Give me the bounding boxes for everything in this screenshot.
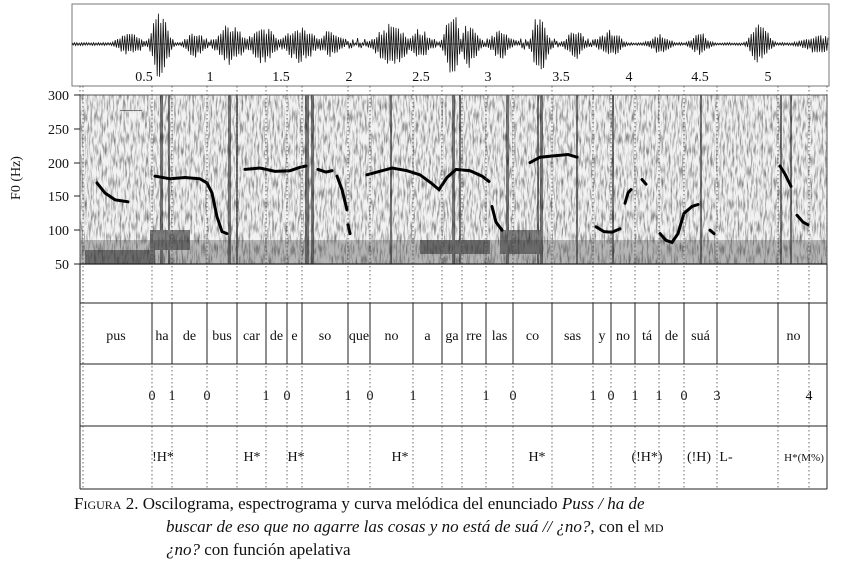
break-index-label: 1 <box>632 389 639 404</box>
syllable-label: car <box>243 329 260 344</box>
syllable-label: e <box>291 329 297 344</box>
f0-contour-segment <box>335 174 349 212</box>
f0-tick-label: 50 <box>55 258 69 273</box>
time-tick-label: 3 <box>485 70 492 85</box>
syllable-label: suá <box>691 329 710 344</box>
time-tick-label: 1 <box>207 70 214 85</box>
time-tick-label: 5 <box>765 70 772 85</box>
syllable-label: co <box>526 329 539 344</box>
syllable-label: so <box>319 329 331 344</box>
break-index-label: 1 <box>263 389 270 404</box>
tone-label: H* <box>287 450 304 465</box>
syllable-label: y <box>599 329 606 344</box>
syllable-label: sas <box>564 329 581 344</box>
tone-label: (!H*) <box>631 450 662 465</box>
break-index-label: 0 <box>284 389 291 404</box>
syllable-label: las <box>492 329 508 344</box>
break-index-label: 0 <box>149 389 156 404</box>
syllable-tier: pus ha de bus car de e so que no a ga rre las co sas y no… <box>106 303 810 364</box>
f0-tick-label: 100 <box>48 224 69 239</box>
f0-tick-label: 300 <box>48 89 69 104</box>
annotation-tiers <box>79 264 828 490</box>
tone-label: H* <box>391 450 408 465</box>
oscillogram <box>71 3 830 87</box>
break-index-label: 1 <box>410 389 417 404</box>
syllable-label: ha <box>155 329 169 344</box>
tone-label: H* <box>528 450 545 465</box>
f0-contour-segment <box>778 164 793 188</box>
time-tick-label: 4.5 <box>691 70 709 85</box>
syllable-label: a <box>424 329 431 344</box>
syllable-label: ga <box>445 329 459 344</box>
break-index-label: 1 <box>169 389 176 404</box>
break-index-label: 1 <box>590 389 597 404</box>
caption-text-3: con función apelativa <box>204 540 351 559</box>
tone-label: (!H) <box>687 450 711 465</box>
time-tick-label: 2.5 <box>412 70 430 85</box>
caption-number: 2. <box>125 494 139 513</box>
tone-label: H*(M%) <box>784 452 824 464</box>
f0-axis-label: F0 (Hz) <box>9 156 24 200</box>
time-axis: 0.5 1 1.5 2 2.5 3 3.5 4 4.5 5 <box>135 70 771 85</box>
syllable-label: de <box>183 329 196 344</box>
f0-tick-label: 200 <box>48 157 69 172</box>
syllable-label: pus <box>106 329 125 344</box>
caption-text-1: Oscilograma, espectrograma y curva melód… <box>142 494 558 513</box>
tone-tier: !H* H* H* H* H* (!H*) (!H) L- H*(M%) <box>152 450 824 465</box>
break-index-label: 3 <box>714 389 721 404</box>
figure-caption: Figura 2. Oscilograma, espectrograma y c… <box>74 492 834 561</box>
time-tick-label: 1.5 <box>272 70 290 85</box>
break-index-label: 0 <box>608 389 615 404</box>
caption-italic-3: ¿no? <box>166 540 200 559</box>
time-tick-label: 4 <box>626 70 633 85</box>
f0-contour-segment <box>640 178 648 186</box>
syllable-label: de <box>665 329 678 344</box>
break-index-label: 1 <box>483 389 490 404</box>
time-tick-label: 2 <box>346 70 353 85</box>
f0-contour-segment <box>95 181 130 204</box>
f0-contour-segment <box>795 213 810 227</box>
break-index-label: 1 <box>345 389 352 404</box>
caption-italic-2: buscar de eso que no agarre las cosas y … <box>166 517 591 536</box>
time-tick-label: 0.5 <box>135 70 153 85</box>
f0-tick-label: 250 <box>48 123 69 138</box>
f0-contour <box>95 152 810 245</box>
syllable-label: no <box>787 329 801 344</box>
oscillogram-waveform <box>72 13 829 77</box>
f0-contour-segment <box>623 188 633 205</box>
break-index-label: 0 <box>367 389 374 404</box>
caption-italic-1: Puss / ha de <box>561 494 645 513</box>
syllable-label: de <box>270 329 283 344</box>
break-index-label: 0 <box>510 389 517 404</box>
f0-contour-segment <box>365 166 491 192</box>
caption-text-2: , con el <box>590 517 640 536</box>
syllable-label: tá <box>642 329 653 344</box>
break-index-label: 0 <box>681 389 688 404</box>
break-index-label: 4 <box>806 389 813 404</box>
f0-contour-segment <box>243 164 308 173</box>
f0-contour-segment <box>528 152 579 165</box>
syllable-label: bus <box>212 329 231 344</box>
f0-axis: F0 (Hz) 300 250 200 150 100 50 <box>9 89 80 273</box>
syllable-label: rre <box>466 329 482 344</box>
f0-contour-segment <box>658 203 700 245</box>
caption-label: Figura <box>74 494 122 513</box>
tone-label: !H* <box>152 450 174 465</box>
tone-label: H* <box>243 450 260 465</box>
f0-contour-segment <box>708 228 716 236</box>
tone-label: L- <box>719 450 733 465</box>
caption-md: md <box>644 517 664 536</box>
f0-contour-segment <box>594 225 622 234</box>
f0-tick-label: 150 <box>48 190 69 205</box>
break-index-label: 0 <box>204 389 211 404</box>
syllable-label: que <box>349 329 369 344</box>
syllable-label: no <box>385 329 399 344</box>
time-tick-label: 3.5 <box>552 70 570 85</box>
syllable-label: no <box>616 329 630 344</box>
f0-contour-segment <box>316 167 334 174</box>
f0-contour-segment <box>490 205 504 232</box>
break-index-label: 1 <box>656 389 663 404</box>
